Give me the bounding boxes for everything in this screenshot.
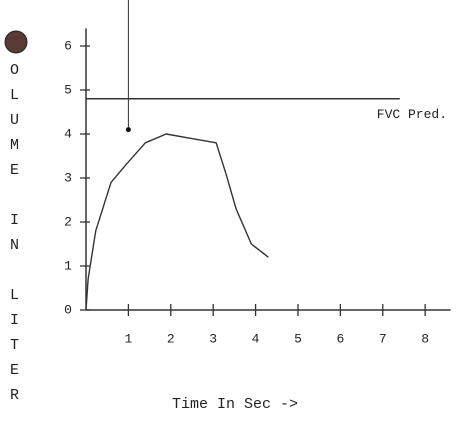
x-tick-label: 7 xyxy=(379,331,387,346)
x-tick-label: 1 xyxy=(124,331,132,346)
x-tick-label: 2 xyxy=(167,331,175,346)
y-tick-label: 3 xyxy=(64,170,72,185)
y-label-blob xyxy=(4,30,28,54)
x-tick-label: 3 xyxy=(209,331,217,346)
y-tick-label: 0 xyxy=(64,302,72,317)
y-tick-label: 2 xyxy=(64,214,72,229)
x-tick-label: 8 xyxy=(421,331,429,346)
x-tick-label: 6 xyxy=(336,331,344,346)
reference-label: FVC Pred. xyxy=(377,107,447,122)
y-tick-label: 1 xyxy=(64,258,72,273)
y-tick-label: 5 xyxy=(64,82,72,97)
y-tick-label: 6 xyxy=(64,38,72,53)
x-axis-label: Time In Sec -> xyxy=(172,396,298,413)
x-tick-label: 5 xyxy=(294,331,302,346)
x-tick-label: 4 xyxy=(252,331,260,346)
cursor-point xyxy=(125,127,131,133)
y-tick-label: 4 xyxy=(64,126,72,141)
curve xyxy=(85,133,269,311)
y-axis-label: OLUME IN LITER xyxy=(6,62,23,412)
